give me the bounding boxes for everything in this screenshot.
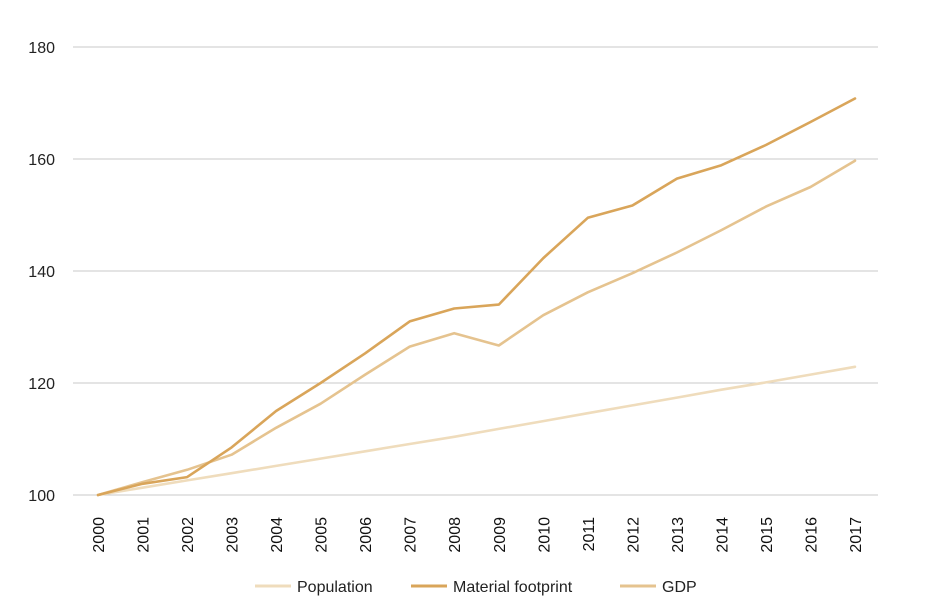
legend-label-gdp: GDP [662, 579, 697, 596]
x-tick-label-2013: 2013 [670, 517, 687, 553]
series-line-material-footprint [96, 97, 857, 497]
legend: Population Material footprint GDP [255, 579, 697, 596]
x-tick-label-2000: 2000 [91, 517, 108, 553]
x-tick-label-2007: 2007 [403, 517, 420, 553]
y-gridlines [73, 46, 878, 496]
x-tick-label-2004: 2004 [269, 517, 286, 553]
legend-label-material-footprint: Material footprint [453, 579, 573, 596]
y-tick-label-100: 100 [28, 488, 55, 505]
x-axis-tick-labels: 2000 2001 2002 2003 2004 2005 2006 2007 2008 2009… [91, 517, 865, 553]
x-tick-label-2014: 2014 [714, 517, 731, 553]
x-tick-label-2011: 2011 [581, 517, 598, 552]
x-tick-label-2012: 2012 [625, 517, 642, 553]
x-tick-label-2008: 2008 [447, 517, 464, 553]
series-line-population [96, 365, 857, 497]
y-tick-label-120: 120 [28, 376, 55, 393]
y-tick-label-140: 140 [28, 264, 55, 281]
legend-label-population: Population [297, 579, 373, 596]
x-tick-label-2017: 2017 [848, 517, 865, 553]
x-tick-label-2006: 2006 [358, 517, 375, 553]
y-axis-tick-labels: 100 120 140 160 180 [28, 40, 55, 505]
x-tick-label-2015: 2015 [759, 517, 776, 553]
x-tick-label-2010: 2010 [536, 517, 553, 553]
x-tick-label-2005: 2005 [314, 517, 331, 553]
series-line-gdp [96, 159, 857, 497]
x-tick-label-2016: 2016 [803, 517, 820, 553]
x-tick-label-2001: 2001 [136, 517, 153, 553]
y-tick-label-180: 180 [28, 40, 55, 57]
series-lines [96, 97, 857, 497]
y-tick-label-160: 160 [28, 152, 55, 169]
x-tick-label-2009: 2009 [492, 517, 509, 553]
x-tick-label-2003: 2003 [225, 517, 242, 553]
x-tick-label-2002: 2002 [180, 517, 197, 553]
